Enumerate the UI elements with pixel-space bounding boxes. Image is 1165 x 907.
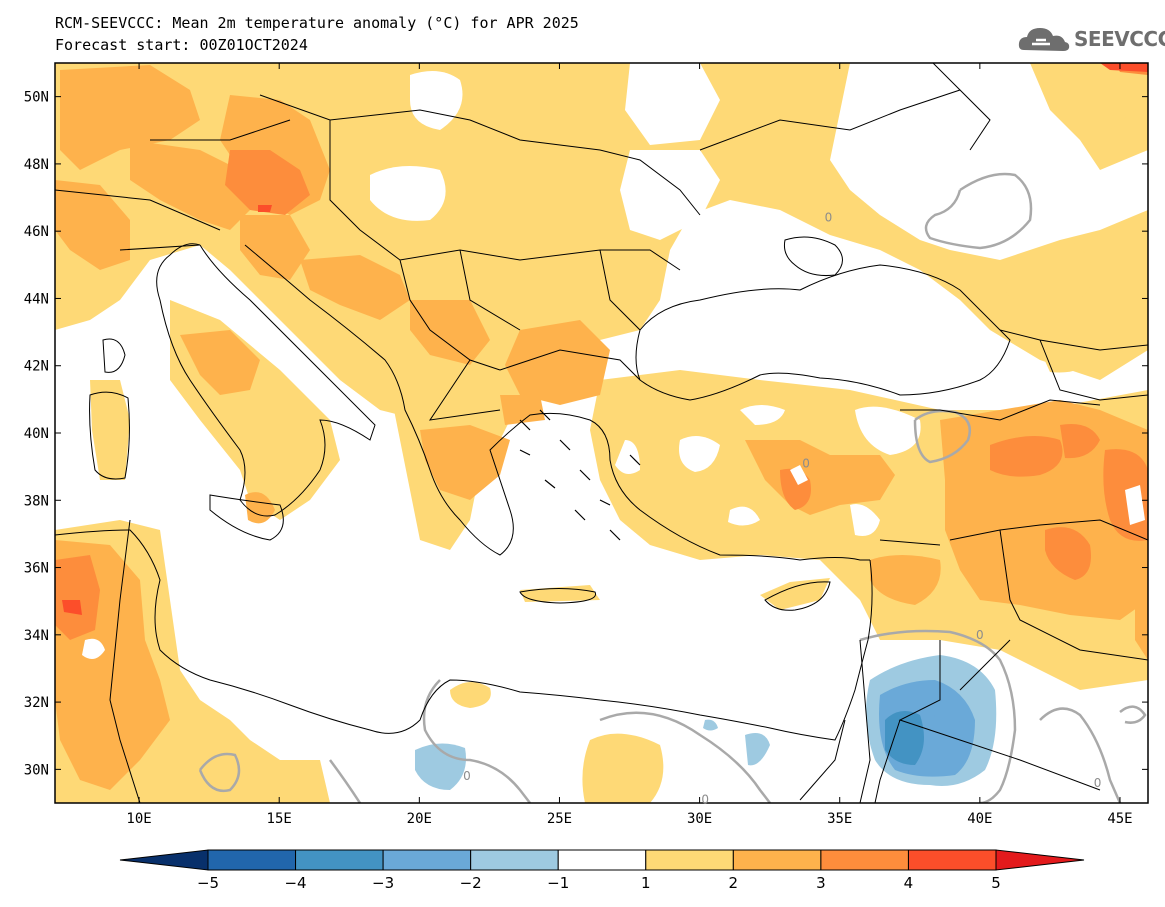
anomaly-shading (55, 63, 1148, 803)
italy-coast (156, 243, 376, 517)
zero-contour-line (1119, 705, 1147, 724)
colorbar-swatch (820, 849, 909, 871)
colorbar-min-arrow (119, 849, 209, 871)
crete-coast (519, 588, 597, 604)
colorbar-tick-label: 4 (904, 874, 914, 892)
colorbar-swatch (557, 849, 647, 871)
lon-tick-label: 40E (967, 811, 992, 827)
lat-tick-label: 36N (24, 561, 49, 577)
lat-tick-label: 38N (24, 493, 49, 509)
zero-contour-line (913, 409, 972, 464)
lat-tick-label: 42N (24, 359, 49, 375)
contour-label: 0 (1094, 776, 1102, 790)
zero-contour-line (924, 172, 1033, 250)
colorbar-tick-label: 2 (729, 874, 739, 892)
lon-tick-label: 35E (827, 811, 852, 827)
lon-tick-label: 10E (126, 811, 151, 827)
colorbar-tick-label: 1 (641, 874, 651, 892)
lat-tick-label: 50N (24, 90, 49, 106)
lon-tick-label: 20E (407, 811, 432, 827)
lat-tick-label: 30N (24, 762, 49, 778)
lat-tick-label: 48N (24, 157, 49, 173)
lat-tick-label: 40N (24, 426, 49, 442)
colorbar-swatch (732, 849, 822, 871)
lat-tick-label: 32N (24, 695, 49, 711)
contour-label: 0 (825, 211, 833, 225)
longitude-axis: 10E 15E 20E 25E 30E 35E 40E 45E (126, 63, 1133, 827)
balkan-anatolia-coast (244, 244, 870, 561)
sardinia-coast (89, 391, 130, 480)
lat-tick-label: 46N (24, 224, 49, 240)
colorbar-tick-label: −3 (372, 874, 394, 892)
lon-tick-label: 30E (687, 811, 712, 827)
contour-label: 0 (701, 793, 709, 807)
contour-labels: 0 0 0 0 0 0 (463, 211, 1101, 807)
seevccc-logo: SEEVCCC (1016, 20, 1165, 56)
colorbar-tick-label: −4 (284, 874, 306, 892)
cyprus-coast (764, 581, 831, 611)
coastlines-and-borders (55, 63, 1148, 803)
colorbar-swatch (295, 849, 384, 871)
north-africa-levant-coast (55, 529, 873, 741)
colorbar-tick-label: −5 (197, 874, 219, 892)
zero-contour-line (1039, 707, 1122, 803)
colorbar-swatch (645, 849, 734, 871)
lat-tick-label: 34N (24, 628, 49, 644)
forecast-start-subtitle: Forecast start: 00Z01OCT2024 (55, 36, 308, 54)
crimea-coast (784, 236, 843, 276)
logo-text: SEEVCCC (1074, 27, 1165, 51)
colorbar-tick-label: 5 (991, 874, 1001, 892)
zero-contour-line (328, 759, 362, 803)
zero-contour-line (198, 752, 241, 793)
zero-contour-line (422, 679, 531, 803)
contour-label: 0 (802, 456, 810, 470)
lat-tick-label: 44N (24, 291, 49, 307)
colorbar-tick-label: −2 (460, 874, 482, 892)
sicily-coast (209, 494, 284, 541)
lon-tick-label: 25E (547, 811, 572, 827)
zero-contours (198, 172, 1147, 803)
colorbar-swatch (907, 849, 997, 871)
colorbar-swatch (207, 849, 297, 871)
colorbar-max-arrow (995, 849, 1085, 871)
colorbar-tick-label: 3 (816, 874, 826, 892)
country-borders (55, 63, 1148, 803)
zero-contour-line (859, 629, 1017, 803)
colorbar-swatch (470, 849, 559, 871)
lon-tick-label: 15E (267, 811, 292, 827)
contour-label: 0 (976, 628, 984, 642)
zero-contour-line (599, 711, 771, 803)
aegean-islands (519, 409, 641, 541)
lon-tick-label: 45E (1107, 811, 1132, 827)
cloud-icon (1018, 28, 1070, 51)
colorbar-swatch (382, 849, 472, 871)
contour-label: 0 (463, 769, 471, 783)
latitude-axis: 50N 48N 46N 44N 42N 40N 38N 36N 34N 32N 30N (24, 90, 1148, 778)
corsica-coast (102, 338, 126, 373)
black-sea-coast (635, 264, 1011, 401)
map-title: RCM-SEEVCCC: Mean 2m temperature anomaly… (55, 14, 579, 32)
colorbar-tick-label: −1 (547, 874, 569, 892)
